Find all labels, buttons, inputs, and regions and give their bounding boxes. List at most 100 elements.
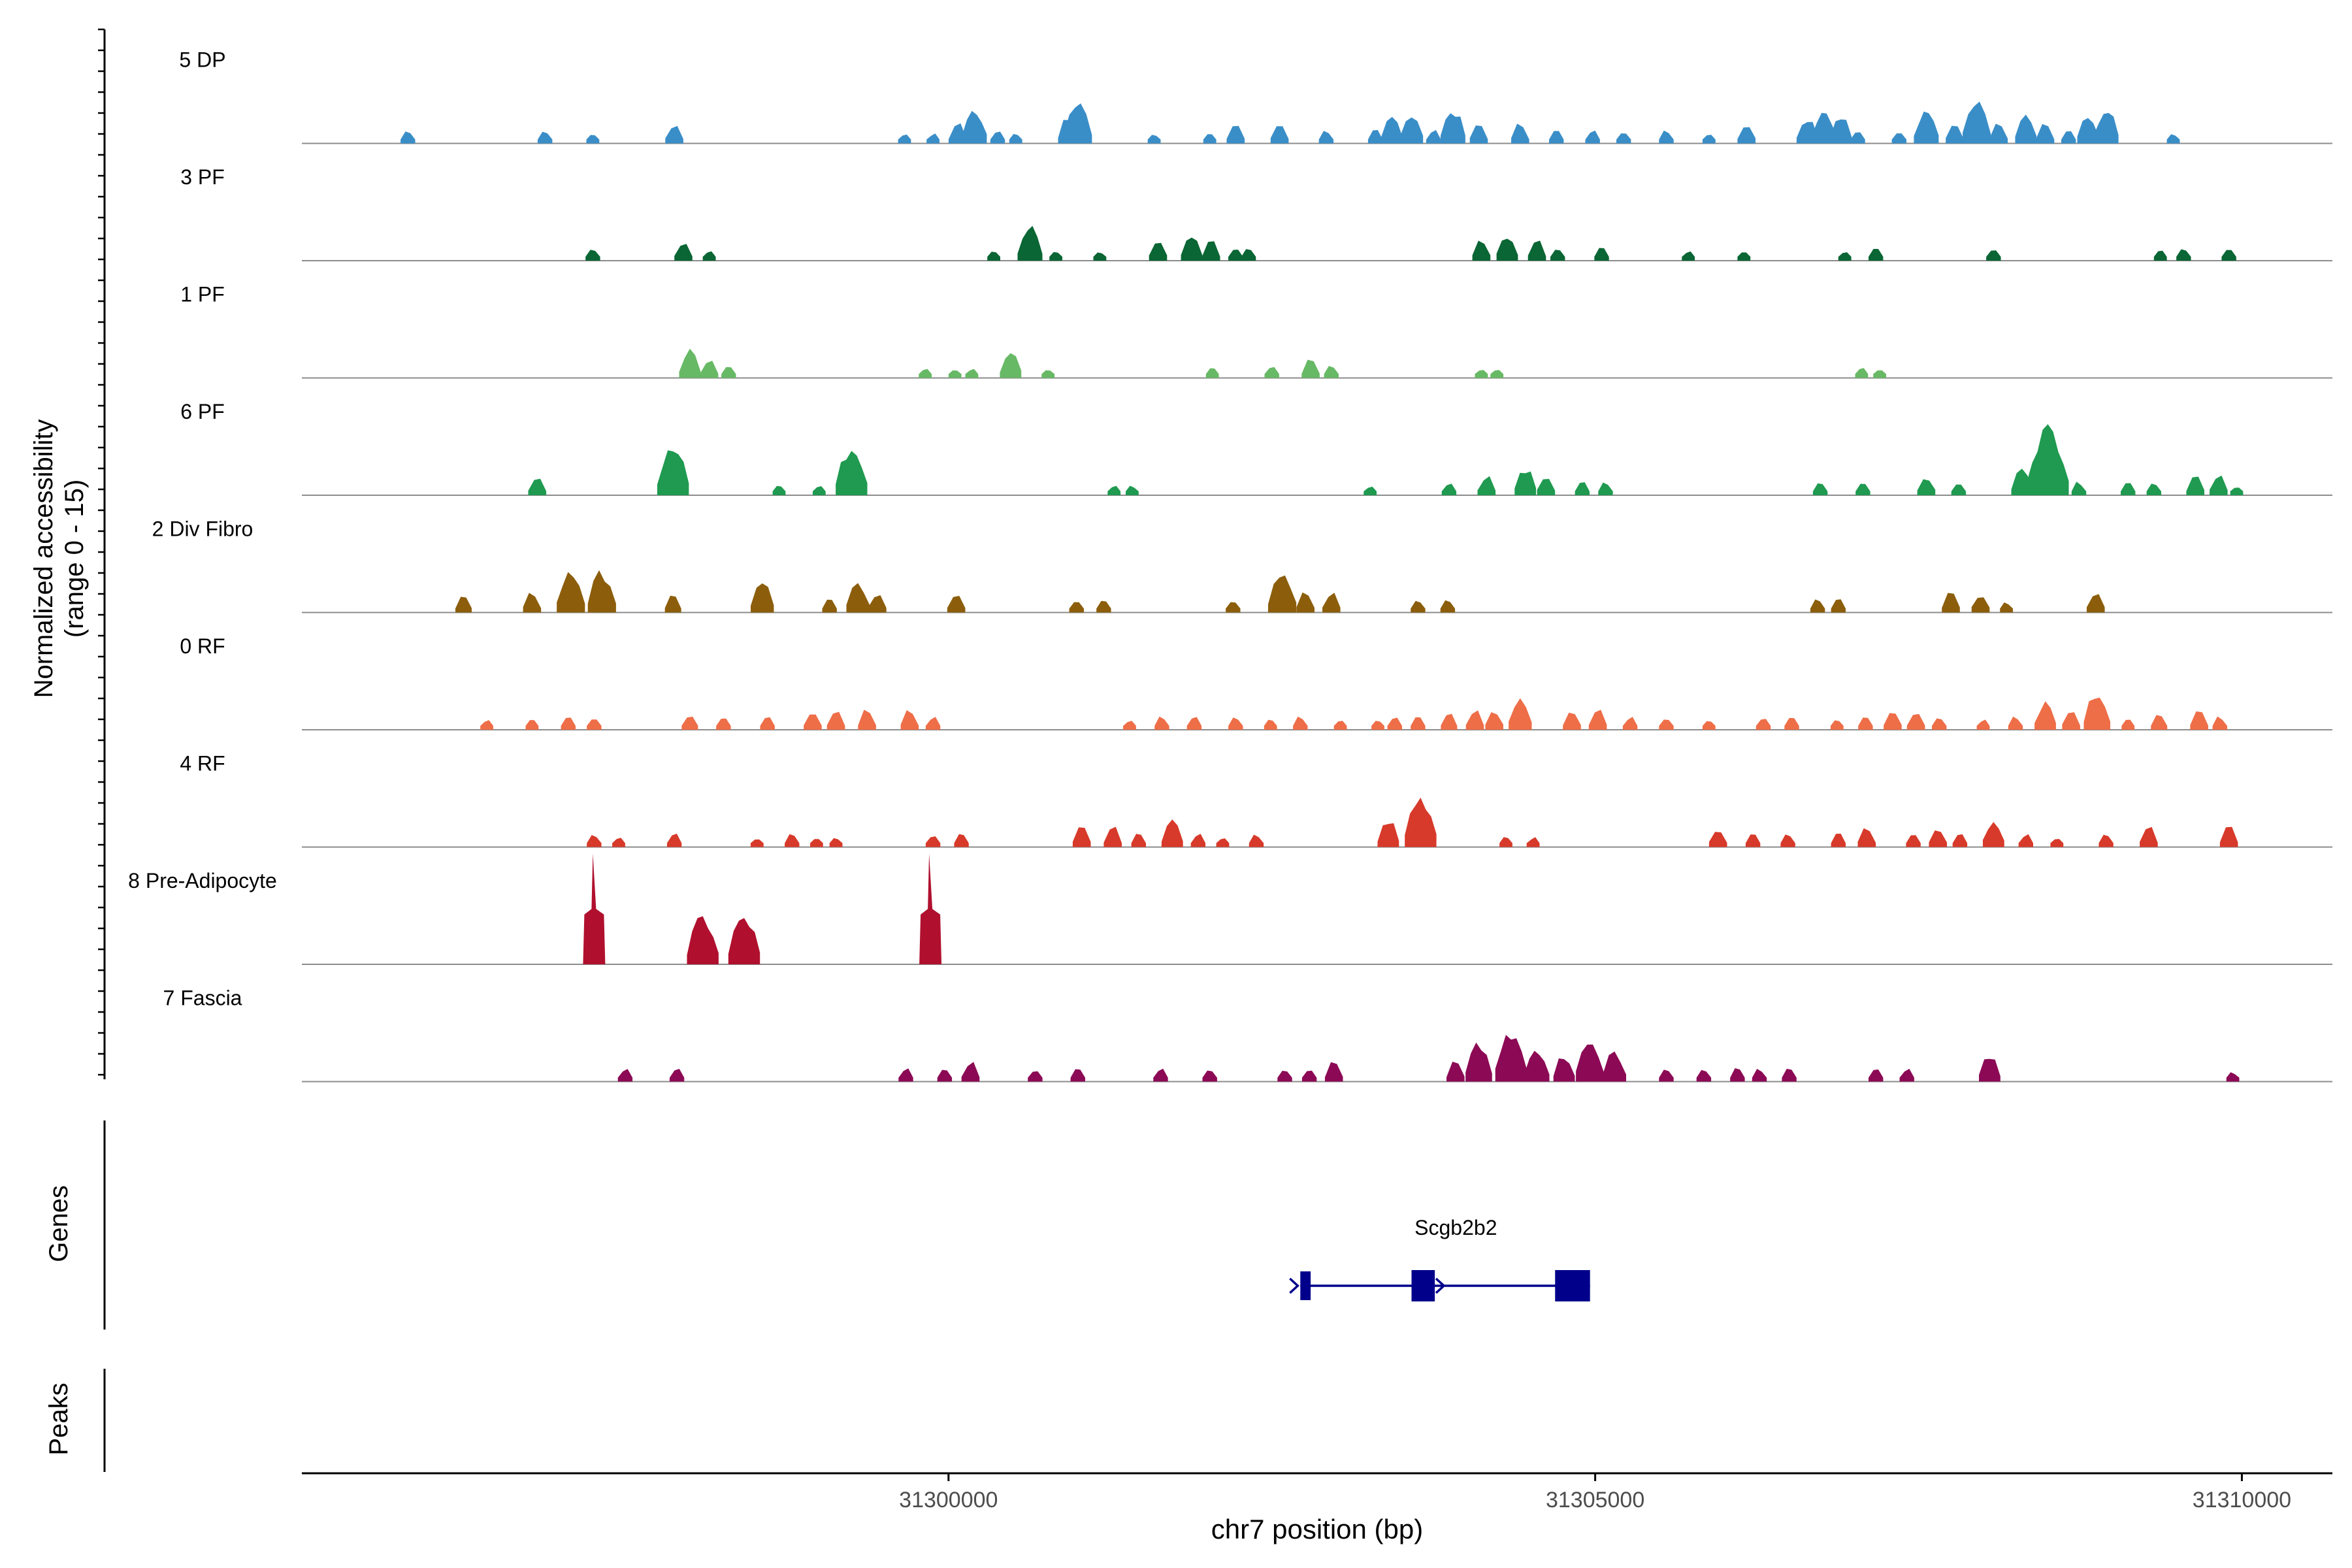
coverage-peak — [557, 572, 585, 613]
coverage-peak — [1154, 716, 1169, 730]
track-4-rf: 4 RF — [180, 752, 2332, 848]
coverage-peak — [1868, 1069, 1884, 1082]
track-5-dp: 5 DP — [179, 48, 2332, 144]
coverage-peak — [1855, 483, 1870, 495]
coverage-peak — [2121, 719, 2135, 730]
coverage-peak — [700, 361, 719, 378]
coverage-peak — [1228, 250, 1243, 261]
coverage-peak — [1301, 1070, 1317, 1082]
coverage-peak — [1906, 713, 1925, 730]
coverage-peak — [702, 251, 716, 261]
coverage-peak — [1126, 485, 1139, 495]
coverage-peak — [1469, 125, 1488, 144]
track-label: 0 RF — [180, 634, 225, 658]
coverage-peak — [751, 583, 774, 613]
coverage-peak — [1181, 237, 1203, 261]
coverage-peak — [1526, 837, 1540, 847]
coverage-peak — [681, 716, 698, 730]
coverage-peak — [1737, 252, 1751, 261]
coverage-peak — [1472, 240, 1491, 261]
coverage-peak — [1850, 132, 1865, 144]
coverage-peak — [1752, 1069, 1767, 1082]
coverage-peak — [948, 370, 962, 378]
coverage-peak — [1322, 593, 1341, 613]
coverage-peak — [1426, 130, 1441, 144]
coverage-peak — [937, 1070, 953, 1082]
coverage-peak — [1270, 126, 1289, 144]
track-3-pf: 3 PF — [180, 165, 2332, 261]
coverage-peak — [1868, 249, 1884, 261]
coverage-peak — [1914, 111, 1939, 144]
coverage-peak — [1147, 135, 1161, 144]
coverage-peak — [1514, 471, 1537, 495]
coverage-peak — [1891, 133, 1907, 144]
track-label: 7 Fascia — [163, 987, 242, 1010]
coverage-peak — [826, 711, 845, 730]
gene-exon — [1411, 1270, 1435, 1301]
coverage-peak — [1364, 486, 1377, 495]
coverage-peak — [1205, 368, 1219, 378]
coverage-peak — [925, 836, 941, 847]
coverage-peak — [812, 486, 826, 495]
coverage-peak — [2176, 249, 2191, 261]
coverage-peak — [1096, 600, 1111, 613]
coverage-peak — [1780, 834, 1795, 847]
coverage-peak — [1009, 134, 1022, 144]
coverage-peak — [1440, 113, 1465, 144]
coverage-tracks: 5 DP 3 PF 1 PF 6 PF 2 Div Fibro 0 RF 4 RF 8 Pre… — [128, 48, 2332, 1083]
coverage-peak — [1986, 250, 2001, 261]
track-label: 5 DP — [179, 48, 225, 72]
coverage-peak — [528, 478, 547, 495]
coverage-peak — [728, 918, 760, 964]
coverage-peak — [1277, 1070, 1292, 1082]
coverage-peak — [525, 720, 539, 730]
track-label: 8 Pre-Adipocyte — [128, 869, 277, 892]
coverage-peak — [1906, 835, 1921, 847]
coverage-peak — [1730, 1068, 1745, 1082]
coverage-peak — [2140, 826, 2158, 847]
coverage-peak — [1696, 1070, 1712, 1082]
coverage-peak — [1622, 717, 1638, 730]
coverage-peak — [919, 368, 932, 378]
coverage-peak — [1812, 483, 1828, 495]
coverage-peak — [2061, 131, 2076, 144]
coverage-peak — [858, 710, 876, 730]
strand-arrow — [1289, 1277, 1299, 1294]
coverage-peak — [1069, 602, 1084, 613]
coverage-peak — [1931, 718, 1947, 730]
coverage-peak — [669, 1069, 685, 1082]
coverage-peak — [760, 717, 775, 730]
genes-axis-title: Genes — [44, 1185, 73, 1262]
peaks-axis-title: Peaks — [44, 1382, 73, 1455]
coverage-peak — [1812, 112, 1837, 144]
gene-strand-arrows — [1289, 1277, 1446, 1294]
coverage-peak — [1979, 1058, 2001, 1082]
coverage-peak — [2221, 250, 2236, 261]
coverage-peak — [1387, 717, 1402, 730]
coverage-peak — [1186, 717, 1202, 730]
coverage-peak — [1524, 1051, 1550, 1082]
coverage-peak — [2077, 118, 2099, 144]
coverage-peak — [750, 839, 764, 847]
coverage-peak — [846, 583, 870, 613]
coverage-peak — [2212, 716, 2227, 730]
track-label: 6 PF — [180, 400, 225, 423]
coverage-peak — [587, 835, 602, 847]
coverage-peak — [1495, 1035, 1527, 1082]
coverage-peak — [1702, 135, 1716, 144]
coverage-peak — [1616, 133, 1631, 144]
coverage-peak — [919, 853, 942, 964]
coverage-peak — [2209, 475, 2228, 495]
coverage-peak — [1982, 822, 2004, 847]
coverage-peak — [2027, 424, 2069, 495]
coverage-peak — [1293, 716, 1308, 730]
coverage-peak — [617, 1069, 633, 1082]
coverage-peak — [1367, 130, 1383, 144]
coverage-peak — [1226, 602, 1241, 613]
coverage-peak — [2226, 1072, 2240, 1082]
coverage-peak — [1201, 241, 1220, 261]
coverage-peak — [809, 839, 823, 847]
coverage-peak — [1784, 717, 1799, 730]
coverage-peak — [836, 451, 868, 495]
